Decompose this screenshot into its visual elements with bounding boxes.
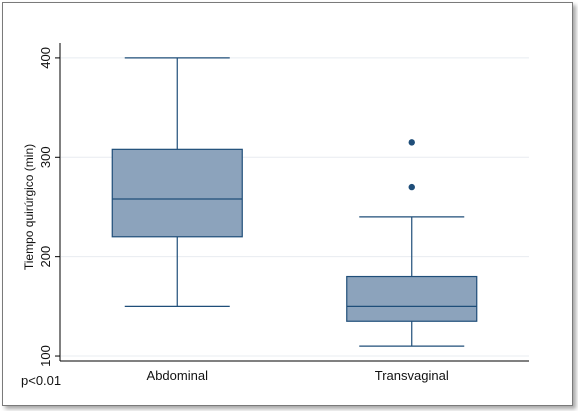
y-tick-label: 300 [38, 146, 53, 168]
axes [59, 43, 529, 362]
box-group-transvaginal [346, 139, 478, 347]
y-tick-label: 200 [38, 246, 53, 268]
box-plot: 100 200 300 400 Abdominal Transvaginal Tiemp… [22, 43, 529, 383]
y-tick-label: 100 [38, 345, 53, 367]
y-ticks: 100 200 300 400 [38, 47, 60, 367]
iqr-box [346, 275, 478, 322]
outlier-point [408, 183, 415, 191]
outlier-point [408, 139, 415, 146]
category-label: Abdominal [147, 368, 209, 383]
category-label: Transvaginal [375, 368, 449, 383]
category-labels: Abdominal Transvaginal [147, 368, 449, 383]
y-axis-title: Tiempo quirúrgico (min) [22, 144, 36, 270]
box-group-abdominal [111, 57, 243, 307]
iqr-box [111, 148, 243, 238]
chart-frame: 100 200 300 400 Abdominal Transvaginal Tiemp… [2, 2, 573, 406]
y-tick-label: 400 [38, 47, 53, 69]
p-value-note: p<0.01 [21, 373, 62, 388]
boxes [111, 57, 478, 347]
